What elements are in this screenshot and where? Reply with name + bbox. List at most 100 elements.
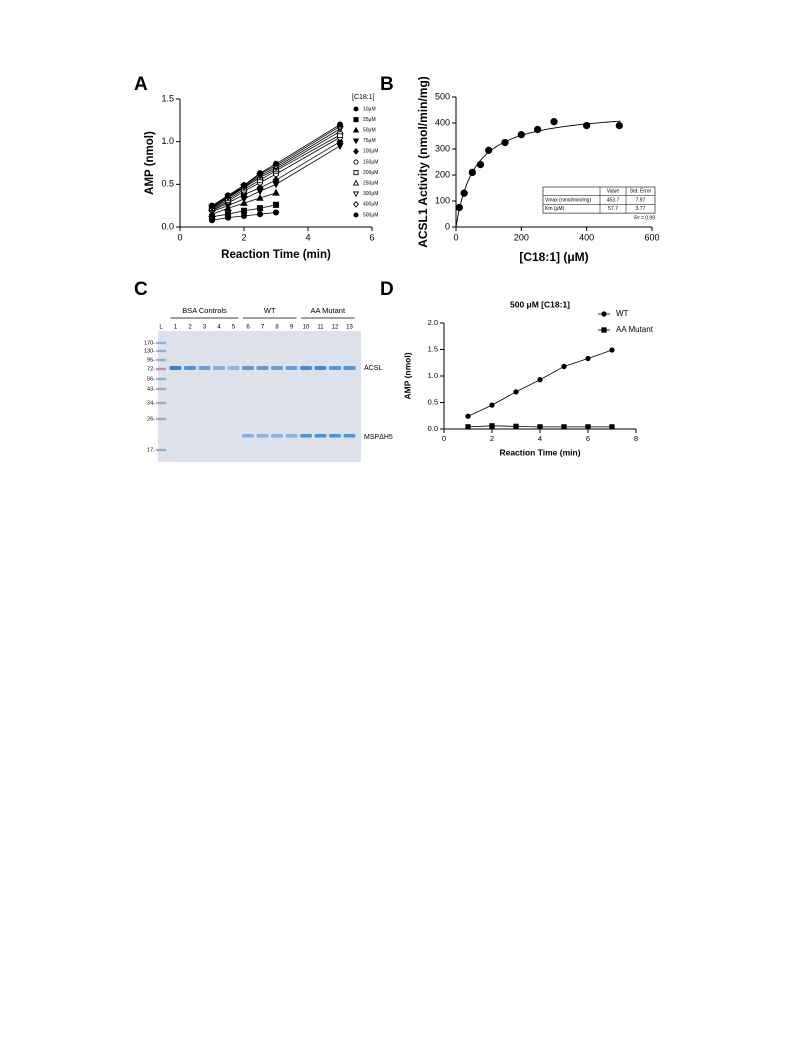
fit-table xyxy=(542,186,656,214)
data-point xyxy=(272,188,280,196)
lane-label: 5 xyxy=(232,325,236,331)
table-error: 3.77 xyxy=(636,206,646,212)
x-tick-label: 6 xyxy=(369,233,374,243)
data-point xyxy=(517,131,525,139)
y-tick-label: 400 xyxy=(435,117,450,127)
legend-marker xyxy=(352,191,360,198)
legend-label: 250μM xyxy=(363,181,378,187)
ladder-label: 26- xyxy=(147,416,155,422)
x-axis-title: [C18:1] (μM) xyxy=(519,250,588,264)
lane-label: 6 xyxy=(246,325,250,331)
x-tick-label: 0 xyxy=(442,434,446,443)
y-tick-label: 0.0 xyxy=(161,221,174,231)
data-point xyxy=(561,424,567,430)
ladder-label: 56- xyxy=(147,376,155,382)
data-point xyxy=(336,121,344,128)
x-tick-label: 8 xyxy=(634,434,638,443)
data-point xyxy=(585,355,591,362)
chart-title: 500 μM [C18:1] xyxy=(510,299,570,309)
legend-label: 400μM xyxy=(363,202,378,208)
data-point xyxy=(256,170,264,177)
y-axis-title: ACSL1 Activity (nmol/min/mg) xyxy=(416,76,430,248)
lane-label: 2 xyxy=(188,325,192,331)
panel-letter: A xyxy=(134,74,148,95)
data-point xyxy=(615,121,623,130)
ladder-label: 72- xyxy=(147,366,155,372)
legend-marker xyxy=(353,147,359,155)
gel-band xyxy=(285,366,298,370)
lane-label: 13 xyxy=(346,325,353,331)
data-point xyxy=(240,207,248,214)
legend-marker xyxy=(352,179,360,186)
data-point xyxy=(585,424,591,430)
data-point xyxy=(240,182,248,189)
x-tick-label: 200 xyxy=(514,233,529,243)
data-point xyxy=(513,389,519,395)
panel-letter: B xyxy=(380,74,394,95)
data-point xyxy=(468,168,476,177)
legend-label: 75μM xyxy=(363,138,376,144)
legend-marker xyxy=(353,170,359,176)
panel-letter: C xyxy=(134,279,148,300)
ladder-label: 43- xyxy=(147,386,155,392)
ladder-band xyxy=(156,367,166,371)
legend-label: 300μM xyxy=(363,191,378,197)
data-point xyxy=(489,423,495,429)
legend-label: WT xyxy=(616,309,629,318)
y-tick-label: 0.5 xyxy=(428,397,438,406)
series-line xyxy=(211,125,341,207)
data-point xyxy=(272,201,280,208)
legend-label: 200μM xyxy=(363,170,378,176)
gel-band xyxy=(213,366,225,370)
y-tick-label: 200 xyxy=(435,169,450,179)
x-tick-label: 4 xyxy=(538,434,542,443)
gel-band xyxy=(242,366,254,370)
series-line xyxy=(211,124,341,207)
table-header: Std. Error xyxy=(630,189,652,195)
data-point xyxy=(465,424,471,430)
x-tick-label: 4 xyxy=(305,233,310,243)
legend-marker xyxy=(353,159,359,165)
ladder-band xyxy=(156,401,166,405)
lane-group-label: BSA Controls xyxy=(182,306,227,315)
x-axis-title: Reaction Time (min) xyxy=(499,447,580,457)
data-point xyxy=(476,160,485,169)
gel-band xyxy=(271,434,283,438)
table-value: 57.7 xyxy=(608,206,618,212)
x-axis-title: Reaction Time (min) xyxy=(221,249,331,261)
ladder-band xyxy=(156,387,166,391)
lane-label: 9 xyxy=(290,325,294,331)
x-tick-label: 600 xyxy=(644,233,659,243)
data-point xyxy=(455,203,463,212)
data-point xyxy=(224,211,232,218)
gel-band xyxy=(343,434,356,438)
data-point xyxy=(256,211,264,218)
legend-marker xyxy=(353,117,359,123)
y-tick-label: 1.5 xyxy=(161,93,174,103)
data-point xyxy=(561,363,567,370)
gel-band xyxy=(256,434,269,438)
y-tick-label: 2.0 xyxy=(428,318,438,327)
gel-band xyxy=(300,366,312,370)
data-point xyxy=(489,402,495,408)
table-row-label: Km (μM) xyxy=(545,206,565,212)
ladder-label: 17- xyxy=(147,447,155,453)
legend-label: 25μM xyxy=(363,117,376,123)
y-tick-label: 100 xyxy=(435,195,450,205)
gel-band xyxy=(314,434,327,438)
table-header: Value xyxy=(607,189,620,195)
lane-label: 4 xyxy=(217,325,221,331)
gel-image xyxy=(158,331,361,462)
y-axis-title: AMP (nmol) xyxy=(144,131,156,195)
x-tick-label: 2 xyxy=(241,233,246,243)
data-point xyxy=(501,138,509,147)
gel-band xyxy=(285,434,298,438)
table-value: 453.7 xyxy=(607,197,620,203)
legend-marker xyxy=(601,311,607,317)
table-error: 7.97 xyxy=(636,197,646,203)
gel-band xyxy=(271,366,283,370)
lane-label: L xyxy=(159,325,163,331)
data-point xyxy=(537,424,543,430)
x-tick-label: 2 xyxy=(490,434,494,443)
